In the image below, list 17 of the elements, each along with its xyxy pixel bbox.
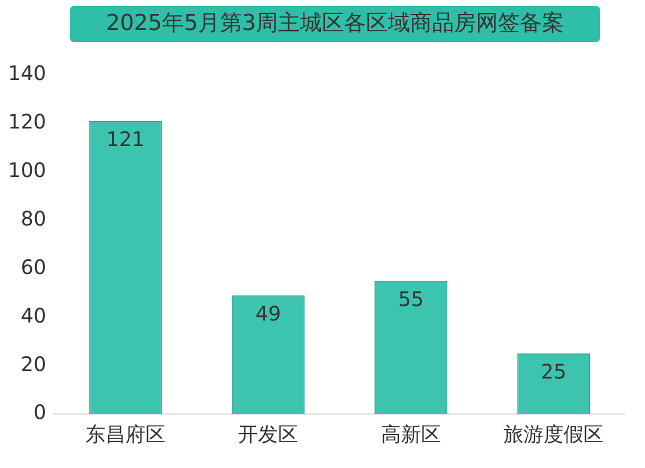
- y-tick-label: 40: [20, 303, 46, 328]
- y-tick-label: 140: [8, 61, 46, 86]
- y-tick-label: 20: [20, 352, 46, 376]
- data-label: 121: [106, 127, 145, 152]
- data-label: 49: [256, 302, 281, 326]
- x-tick-label: 高新区: [380, 422, 441, 446]
- data-label: 55: [398, 287, 424, 312]
- data-label: 25: [540, 360, 566, 384]
- y-tick-label: 80: [20, 206, 46, 230]
- y-tick-label: 60: [20, 254, 46, 279]
- y-tick-label: 120: [8, 110, 46, 134]
- x-tick-label: 开发区: [238, 422, 298, 446]
- x-tick-label: 东昌府区: [86, 422, 166, 446]
- chart-title: 2025年5月第3周主城区各区域商品房网签备案: [70, 6, 600, 42]
- y-tick-label: 0: [33, 400, 46, 424]
- x-tick-label: 旅游度假区: [504, 422, 604, 446]
- y-tick-label: 100: [8, 158, 46, 182]
